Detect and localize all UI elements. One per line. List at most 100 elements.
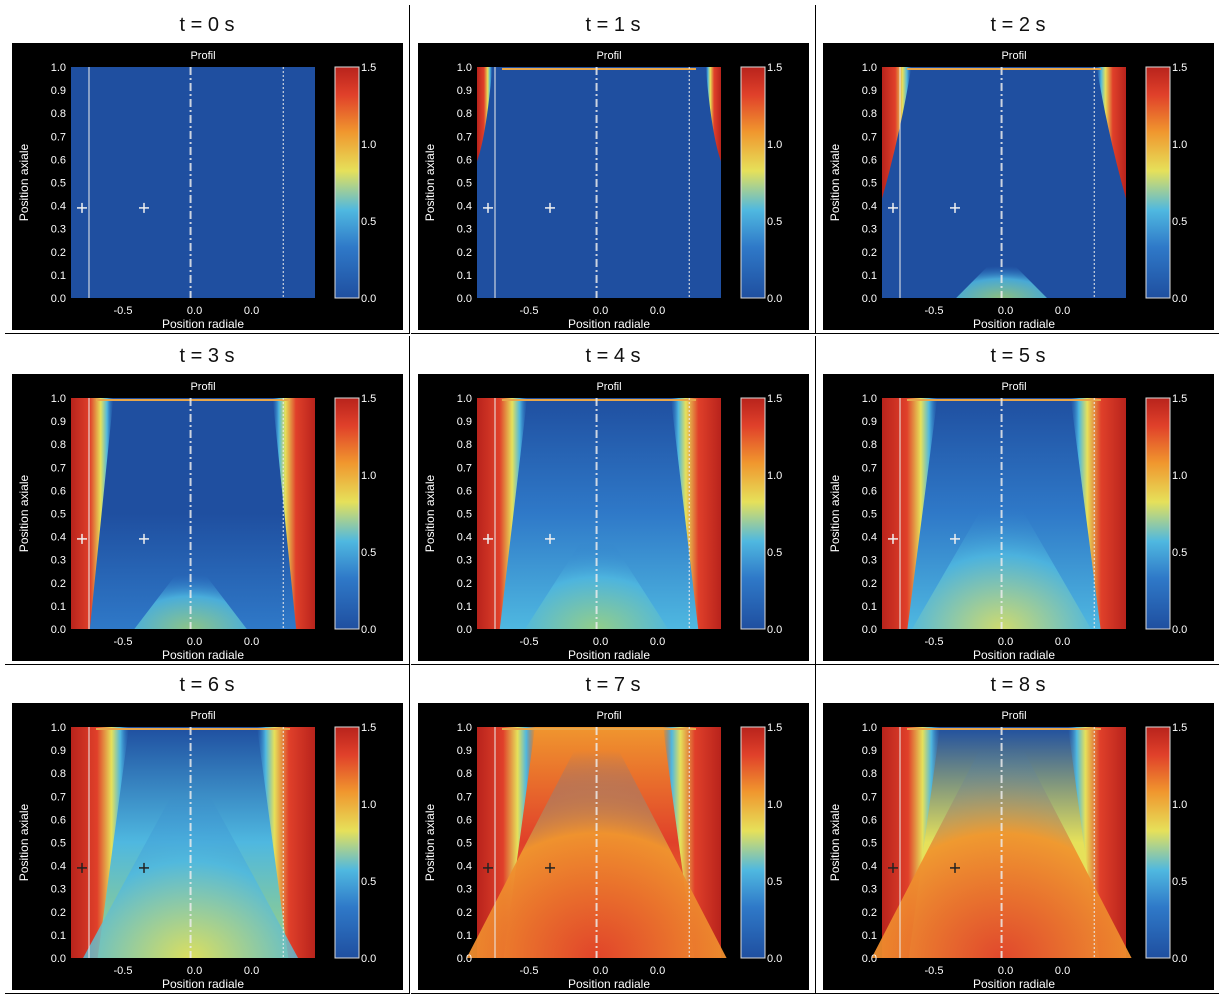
y-tick-label: 0.3 — [51, 224, 66, 236]
x-tick-label: 0.0 — [1055, 636, 1070, 648]
colorbar-tick-label: 0.0 — [767, 953, 782, 965]
y-tick-label: 0.3 — [862, 555, 877, 567]
y-tick-label: 0.1 — [457, 601, 472, 613]
colorbar-tick-label: 1.0 — [361, 799, 376, 811]
y-tick-label: 0.7 — [51, 791, 66, 803]
colorbar — [334, 397, 360, 630]
colorbar-tick-label: 1.5 — [767, 62, 782, 74]
colorbar — [740, 66, 766, 299]
panel-cell: t = 4 s Profil 1.0 0.9 0.8 0.7 0.6 0.5 0.4 0.3 0.2… — [411, 336, 816, 665]
x-tick-label: 0.0 — [187, 305, 202, 317]
y-tick-label: 0.3 — [862, 224, 877, 236]
y-tick-label: 0.2 — [51, 247, 66, 259]
probe-marker-icon — [950, 533, 960, 544]
x-axis-label: Position radiale — [973, 977, 1055, 990]
panel-time-title: t = 8 s — [990, 674, 1046, 696]
y-tick-label: 0.9 — [51, 85, 66, 97]
probe-marker-icon — [950, 862, 960, 873]
y-tick-label: 1.0 — [862, 393, 877, 405]
y-tick-label: 0.0 — [51, 624, 66, 636]
y-tick-label: 1.0 — [457, 393, 472, 405]
y-tick-label: 0.3 — [862, 884, 877, 896]
x-tick-label: 0.0 — [593, 965, 608, 977]
y-tick-label: 0.9 — [51, 745, 66, 757]
x-tick-label: 0.0 — [593, 305, 608, 317]
colorbar-tick-label: 1.0 — [767, 799, 782, 811]
panel-cell: t = 8 s Profil 1.0 0.9 0.8 0.7 0.6 0.5 0.4 0.3 0.2… — [816, 665, 1219, 994]
y-tick-label: 0.1 — [457, 930, 472, 942]
y-tick-label: 0.6 — [457, 814, 472, 826]
y-tick-label: 0.9 — [862, 85, 877, 97]
x-tick-label: 0.0 — [998, 305, 1013, 317]
colorbar — [1145, 66, 1171, 299]
y-tick-label: 0.9 — [862, 745, 877, 757]
front-right-region — [257, 727, 315, 958]
y-tick-label: 0.6 — [862, 154, 877, 166]
colorbar-tick-label: 0.5 — [767, 216, 782, 228]
panel-cell: t = 0 s Profil 1.0 0.9 0.8 0.7 0.6 0.5 0.4 0.3 0.2… — [5, 5, 410, 334]
colorbar-tick-label: 1.5 — [767, 393, 782, 405]
heatmap-panel: Profil 1.0 0.9 0.8 0.7 0.6 0.5 0.4 0.3 0.2 0.1 0.0 -… — [823, 703, 1214, 990]
probe-marker-icon — [139, 202, 149, 213]
panel-cell: t = 3 s Profil 1.0 0.9 0.8 0.7 0.6 0.5 0.4 0.3 0.2… — [5, 336, 410, 665]
heatmap-field — [71, 67, 315, 298]
profil-subtitle: Profil — [190, 381, 215, 393]
y-tick-label: 0.8 — [51, 768, 66, 780]
y-tick-label: 0.6 — [457, 154, 472, 166]
panel-cell: t = 7 s Profil 1.0 0.9 0.8 0.7 0.6 0.5 0.4 0.3 0.2… — [411, 665, 816, 994]
y-tick-label: 0.7 — [457, 791, 472, 803]
y-tick-label: 0.4 — [51, 861, 66, 873]
central-wedge-region — [83, 778, 299, 958]
heatmap-svg: Profil 1.0 0.9 0.8 0.7 0.6 0.5 0.4 0.3 0.2 0.1 0.0 -… — [423, 710, 782, 990]
y-axis-label: Position axiale — [828, 143, 842, 221]
y-tick-label: 0.7 — [862, 462, 877, 474]
y-tick-label: 0.5 — [457, 178, 472, 190]
y-tick-label: 0.1 — [862, 930, 877, 942]
colorbar-tick-label: 1.5 — [1172, 393, 1187, 405]
y-tick-label: 0.2 — [862, 578, 877, 590]
colorbar-tick-label: 0.0 — [1172, 624, 1187, 636]
profil-subtitle: Profil — [1001, 710, 1026, 722]
y-tick-label: 0.7 — [51, 462, 66, 474]
y-tick-label: 0.2 — [51, 578, 66, 590]
heatmap-svg: Profil 1.0 0.9 0.8 0.7 0.6 0.5 0.4 0.3 0.2 0.1 0.0 -… — [828, 50, 1187, 330]
profil-subtitle: Profil — [596, 381, 621, 393]
colorbar-tick-label: 0.5 — [361, 216, 376, 228]
y-tick-label: 0.7 — [51, 131, 66, 143]
y-tick-label: 0.8 — [457, 108, 472, 120]
heatmap-panel: Profil 1.0 0.9 0.8 0.7 0.6 0.5 0.4 0.3 0.2 0.1 0.0 -… — [12, 703, 403, 990]
y-tick-label: 0.1 — [862, 601, 877, 613]
x-axis-label: Position radiale — [973, 648, 1055, 661]
x-tick-label: 0.0 — [244, 636, 259, 648]
heatmap-field — [477, 67, 721, 298]
front-left-region — [477, 727, 535, 958]
y-tick-label: 0.8 — [457, 768, 472, 780]
x-tick-label: -0.5 — [520, 965, 539, 977]
y-axis-label: Position axiale — [423, 143, 437, 221]
x-tick-label: 0.0 — [1055, 305, 1070, 317]
y-tick-label: 0.0 — [862, 953, 877, 965]
colorbar-tick-label: 1.5 — [361, 722, 376, 734]
y-tick-label: 0.4 — [862, 532, 877, 544]
x-axis-label: Position radiale — [162, 648, 244, 661]
y-tick-label: 0.6 — [51, 814, 66, 826]
front-left-region — [882, 67, 912, 199]
colorbar-tick-label: 0.0 — [767, 624, 782, 636]
y-tick-label: 0.1 — [457, 270, 472, 282]
y-tick-label: 0.0 — [457, 953, 472, 965]
y-tick-label: 0.4 — [457, 861, 472, 873]
y-tick-label: 0.9 — [457, 745, 472, 757]
x-axis-label: Position radiale — [973, 317, 1055, 330]
colorbar — [740, 726, 766, 959]
probe-marker-icon — [888, 533, 898, 544]
heatmap-panel: Profil 1.0 0.9 0.8 0.7 0.6 0.5 0.4 0.3 0.2 0.1 0.0 -… — [12, 43, 403, 330]
central-wedge-region — [134, 568, 247, 629]
colorbar-tick-label: 0.0 — [361, 293, 376, 305]
colorbar-tick-label: 0.5 — [767, 876, 782, 888]
panel-time-title: t = 5 s — [990, 345, 1046, 367]
y-tick-label: 0.6 — [862, 485, 877, 497]
heatmap-panel: Profil 1.0 0.9 0.8 0.7 0.6 0.5 0.4 0.3 0.2 0.1 0.0 -… — [12, 374, 403, 661]
x-tick-label: 0.0 — [998, 636, 1013, 648]
y-tick-label: 0.8 — [51, 439, 66, 451]
heatmap-panel: Profil 1.0 0.9 0.8 0.7 0.6 0.5 0.4 0.3 0.2 0.1 0.0 -… — [823, 374, 1214, 661]
